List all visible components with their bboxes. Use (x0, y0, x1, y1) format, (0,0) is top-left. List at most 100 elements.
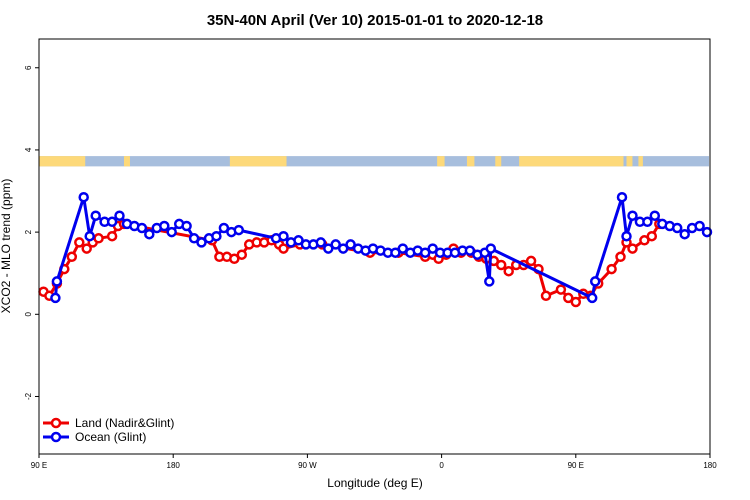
land-segment-1 (123, 156, 130, 167)
x-tick-label: 0 (439, 461, 444, 470)
legend-marker (50, 417, 62, 429)
data-point-ocean (166, 226, 177, 238)
data-point-land (236, 249, 248, 260)
y-tick-label: 4 (24, 147, 33, 152)
land-ocean-band (39, 156, 709, 167)
data-point-ocean (701, 226, 713, 238)
data-point-ocean (642, 216, 653, 228)
data-point-ocean (484, 276, 495, 287)
y-axis: -2 0 2 4 6 (24, 65, 39, 400)
data-point-land (66, 251, 78, 263)
data-point-ocean (679, 228, 690, 240)
legend-marker (50, 431, 62, 443)
data-point-land (627, 243, 638, 254)
data-point-land (540, 290, 552, 302)
data-point-ocean (136, 222, 148, 234)
y-axis-label: XCO2 - MLO trend (ppm) (0, 179, 13, 314)
data-point-ocean (218, 222, 230, 234)
data-point-land (81, 243, 92, 254)
data-point-land (278, 243, 289, 254)
data-point-ocean (181, 220, 192, 232)
data-point-ocean (419, 247, 431, 258)
data-point-land (93, 233, 104, 244)
x-tick-label: 90 W (298, 461, 317, 470)
data-point-ocean (586, 292, 598, 304)
data-point-ocean (627, 210, 638, 221)
data-point-ocean (196, 237, 207, 248)
data-point-ocean (671, 222, 683, 234)
data-point-land (525, 255, 537, 267)
y-tick-label: 6 (24, 65, 33, 70)
data-point-land (495, 259, 507, 271)
data-point-land (615, 251, 626, 263)
data-point-ocean (330, 239, 341, 250)
land-segment-7 (626, 156, 633, 167)
data-point-ocean (293, 235, 304, 246)
y-tick-label: 0 (24, 312, 33, 317)
legend-entry-ocean: Ocean (Glint) (43, 430, 146, 444)
series-land (38, 218, 665, 308)
data-point-ocean (390, 247, 401, 258)
data-point-ocean (315, 237, 327, 248)
data-point-ocean (589, 276, 601, 287)
land-segment-0 (39, 156, 86, 167)
data-point-ocean (78, 191, 89, 203)
data-point-ocean (278, 230, 289, 242)
legend-label: Ocean (Glint) (75, 430, 146, 444)
data-point-land (503, 265, 514, 277)
data-point-ocean (90, 210, 101, 221)
land-segment-5 (495, 156, 502, 167)
data-point-ocean (337, 243, 349, 254)
chart-title: 35N-40N April (Ver 10) 2015-01-01 to 202… (207, 12, 543, 29)
y-tick-label: -2 (24, 392, 33, 400)
data-point-ocean (427, 243, 438, 254)
data-point-land (106, 230, 118, 242)
data-point-ocean (694, 220, 705, 232)
data-point-ocean (114, 210, 125, 221)
ocean-band (40, 156, 709, 167)
data-point-land (74, 237, 85, 248)
data-point-land (646, 230, 658, 242)
data-point-land (555, 284, 567, 295)
x-tick-label: 180 (703, 461, 717, 470)
data-point-ocean (345, 239, 356, 250)
series-layer (38, 191, 713, 308)
series-line-land (42, 222, 661, 304)
data-point-ocean (621, 230, 632, 242)
data-point-ocean (50, 292, 61, 304)
legend: Land (Nadir&Glint)Ocean (Glint) (43, 416, 174, 444)
series-ocean (50, 191, 713, 304)
x-tick-label: 90 E (568, 461, 584, 470)
data-point-ocean (51, 276, 63, 287)
data-point-land (606, 263, 617, 275)
land-segment-8 (638, 156, 643, 167)
land-segment-4 (466, 156, 475, 167)
data-point-ocean (323, 243, 334, 254)
x-axis: 90 E 180 90 W 0 90 E 180 (31, 454, 717, 470)
land-segment-3 (437, 156, 445, 167)
land-segment-6 (519, 156, 624, 167)
x-tick-label: 180 (167, 461, 181, 470)
x-axis-label: Longitude (deg E) (327, 476, 422, 490)
x-tick-label: 90 E (31, 461, 47, 470)
data-point-land (229, 253, 240, 265)
data-point-ocean (159, 220, 170, 232)
data-point-land (563, 292, 574, 304)
plot-frame (38, 38, 711, 455)
data-point-land (570, 296, 582, 308)
data-point-ocean (397, 243, 409, 254)
data-point-ocean (106, 216, 118, 228)
data-point-ocean (188, 233, 200, 244)
data-point-ocean (144, 228, 155, 240)
data-point-ocean (464, 245, 476, 256)
y-tick-label: 2 (24, 229, 33, 234)
data-point-ocean (84, 230, 95, 242)
data-point-land (639, 235, 650, 246)
data-point-ocean (233, 224, 245, 236)
data-point-ocean (485, 243, 497, 254)
data-point-ocean (649, 210, 661, 221)
data-point-ocean (616, 191, 628, 203)
data-point-ocean (211, 230, 222, 242)
land-segment-2 (229, 156, 287, 167)
